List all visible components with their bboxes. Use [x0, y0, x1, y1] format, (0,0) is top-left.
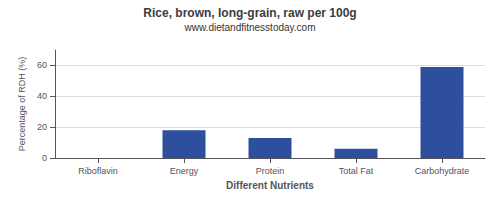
svg-text:Rice, brown, long-grain, raw p: Rice, brown, long-grain, raw per 100g: [143, 6, 356, 20]
svg-text:20: 20: [37, 122, 47, 132]
svg-text:Total Fat: Total Fat: [339, 166, 374, 176]
svg-text:Carbohydrate: Carbohydrate: [415, 166, 470, 176]
svg-text:Energy: Energy: [170, 166, 199, 176]
svg-text:Riboflavin: Riboflavin: [78, 166, 118, 176]
svg-text:Different Nutrients: Different Nutrients: [226, 180, 314, 191]
svg-text:Percentage of RDH (%): Percentage of RDH (%): [17, 57, 27, 152]
svg-text:www.dietandfitnesstoday.com: www.dietandfitnesstoday.com: [184, 22, 316, 33]
svg-text:0: 0: [42, 153, 47, 163]
svg-text:Protein: Protein: [256, 166, 285, 176]
svg-text:40: 40: [37, 91, 47, 101]
svg-text:60: 60: [37, 60, 47, 70]
